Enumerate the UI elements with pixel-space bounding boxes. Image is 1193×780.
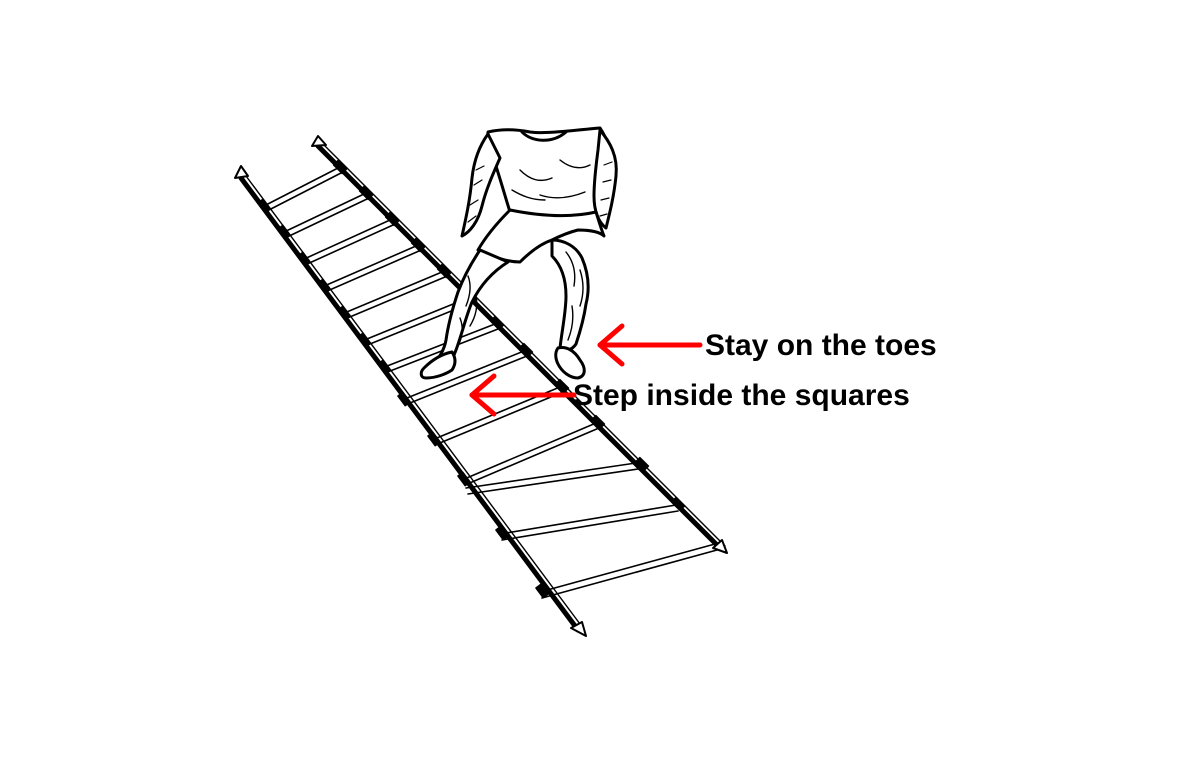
athlete-right-arm-shading bbox=[599, 161, 613, 217]
athlete-shorts bbox=[476, 208, 606, 264]
athlete-shirt-folds bbox=[511, 159, 591, 201]
athlete-left-shoe bbox=[419, 350, 457, 380]
annotation-arrow-squares bbox=[469, 373, 577, 417]
ladder-rung bbox=[457, 414, 606, 487]
athlete-left-arm-shading bbox=[467, 165, 485, 223]
ladder-rung bbox=[257, 159, 348, 214]
athlete-shirt bbox=[486, 126, 611, 221]
ladder-tip-top-right bbox=[311, 135, 327, 147]
ladder-rung bbox=[495, 496, 686, 541]
athlete-left-leg-muscle bbox=[457, 275, 478, 347]
annotation-label-squares: Step inside the squares bbox=[573, 379, 910, 412]
ladder-tip-bottom-left bbox=[570, 621, 587, 637]
ladder-rung bbox=[465, 462, 639, 495]
ladder-rung bbox=[317, 237, 426, 294]
ladder-rung bbox=[427, 378, 570, 447]
ladder-rung bbox=[337, 263, 452, 321]
ladder-tip-top-left bbox=[234, 165, 249, 179]
athlete-right-leg bbox=[550, 238, 590, 352]
athlete-right-arm bbox=[592, 128, 618, 230]
annotation-arrow-toes bbox=[597, 323, 703, 367]
athlete-figure bbox=[419, 126, 618, 380]
ladder-rung bbox=[277, 185, 374, 240]
ladder-tip-bottom-right bbox=[712, 539, 728, 554]
ladder-rung bbox=[535, 456, 718, 599]
ladder-rung bbox=[397, 342, 534, 407]
athlete-right-shoe bbox=[554, 346, 586, 380]
ladder-rung bbox=[377, 315, 505, 375]
athlete-collar bbox=[520, 130, 568, 142]
annotation-label-toes: Stay on the toes bbox=[705, 329, 937, 362]
athlete-left-arm bbox=[460, 132, 502, 238]
athlete-right-leg-muscle bbox=[565, 251, 584, 341]
ladder-rung bbox=[297, 211, 400, 267]
